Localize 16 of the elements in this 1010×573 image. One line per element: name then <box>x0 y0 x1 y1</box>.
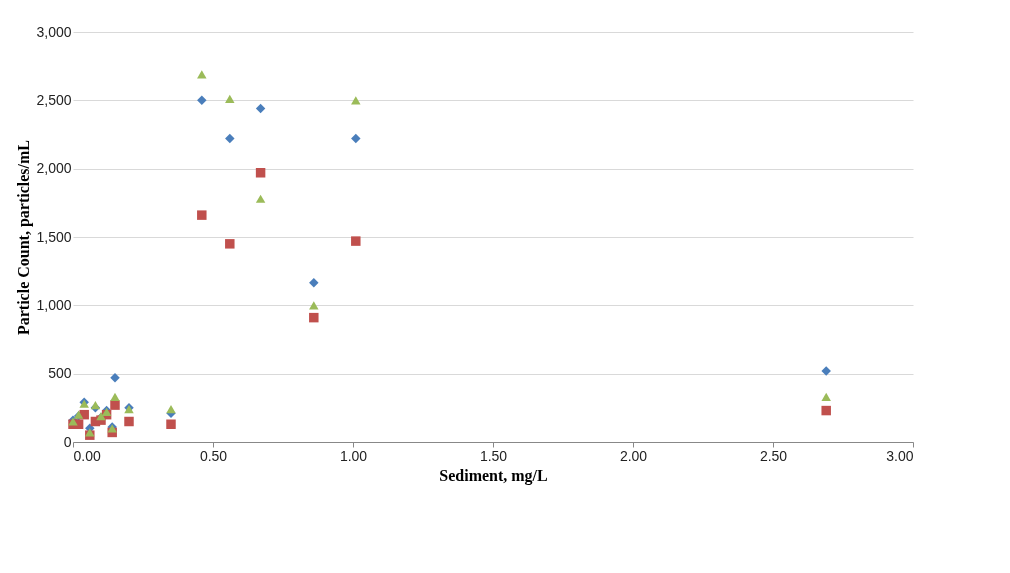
x-tick-label: 2.50 <box>759 447 788 464</box>
x-tick-label: 0.50 <box>199 447 228 464</box>
y-tick-label: 1,000 <box>36 296 72 313</box>
x-tick-label: 1.50 <box>479 447 508 464</box>
x-axis-title: Sediment, mg/L <box>439 466 548 485</box>
x-tick-label: 0.00 <box>73 447 101 464</box>
y-tick-label: 2,500 <box>36 91 72 108</box>
y-tick-label: 3,000 <box>36 23 72 40</box>
y-tick-label: 0 <box>63 433 72 450</box>
x-tick-label: 1.00 <box>339 447 368 464</box>
x-tick-label: 3.00 <box>886 447 914 464</box>
y-tick-label: 1,500 <box>36 228 72 245</box>
y-axis-title: Particle Count, particles/mL <box>15 139 34 336</box>
x-tick-label: 2.00 <box>619 447 648 464</box>
y-tick-label: 2,000 <box>36 160 72 177</box>
y-tick-label: 500 <box>48 365 72 382</box>
